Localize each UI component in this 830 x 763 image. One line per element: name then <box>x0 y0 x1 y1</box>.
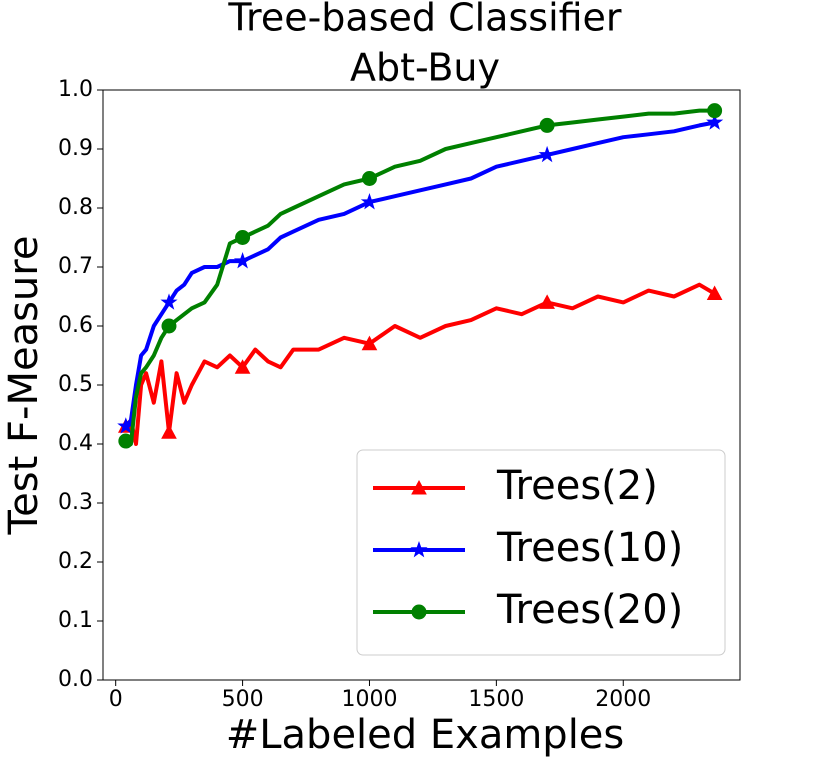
y-tick-label: 0.9 <box>58 136 93 161</box>
marker <box>706 285 723 301</box>
y-tick-label: 0.6 <box>58 313 93 338</box>
marker <box>234 359 251 374</box>
y-tick-label: 1.0 <box>58 77 93 102</box>
legend-label: Trees(2) <box>496 463 658 509</box>
marker <box>707 103 723 119</box>
chart-title: Tree-based Classifier <box>227 0 622 40</box>
marker <box>161 318 177 334</box>
marker <box>539 294 555 309</box>
y-tick-label: 0.5 <box>58 372 93 397</box>
marker <box>411 479 427 495</box>
marker <box>538 145 556 163</box>
series-line <box>124 120 715 428</box>
marker <box>706 113 724 130</box>
marker <box>410 540 428 558</box>
marker <box>118 433 134 449</box>
y-tick-label: 0.8 <box>58 195 93 220</box>
legend: Trees(2) Trees(10) Trees(20) <box>356 449 726 656</box>
series-line <box>124 108 715 446</box>
marker <box>411 604 427 620</box>
y-tick-label: 0.3 <box>58 490 93 515</box>
y-axis-label: Test F-Measure <box>1 236 47 536</box>
x-tick-label: 1500 <box>468 687 524 712</box>
marker <box>233 252 252 269</box>
y-tick-label: 0.7 <box>58 254 93 279</box>
chart-subtitle: Abt-Buy <box>350 46 500 90</box>
x-tick-label: 1000 <box>341 687 397 712</box>
legend-label: Trees(20) <box>496 587 683 633</box>
x-tick-label: 2000 <box>595 687 651 712</box>
marker <box>539 117 555 133</box>
marker <box>161 424 177 439</box>
marker <box>361 171 377 186</box>
legend-label: Trees(10) <box>496 525 683 571</box>
y-tick-label: 0.0 <box>58 667 93 692</box>
marker <box>361 335 378 351</box>
legend-box <box>356 449 726 656</box>
x-axis-label: #Labeled Examples <box>226 712 625 758</box>
y-tick-label: 0.4 <box>58 431 93 456</box>
x-tick-label: 0 <box>109 687 123 712</box>
marker <box>235 230 251 245</box>
x-tick-label: 500 <box>222 687 264 712</box>
y-tick-label: 0.1 <box>58 608 93 633</box>
marker <box>360 193 379 210</box>
marker <box>160 293 178 310</box>
series-line <box>124 282 716 446</box>
y-tick-label: 0.2 <box>58 549 93 574</box>
